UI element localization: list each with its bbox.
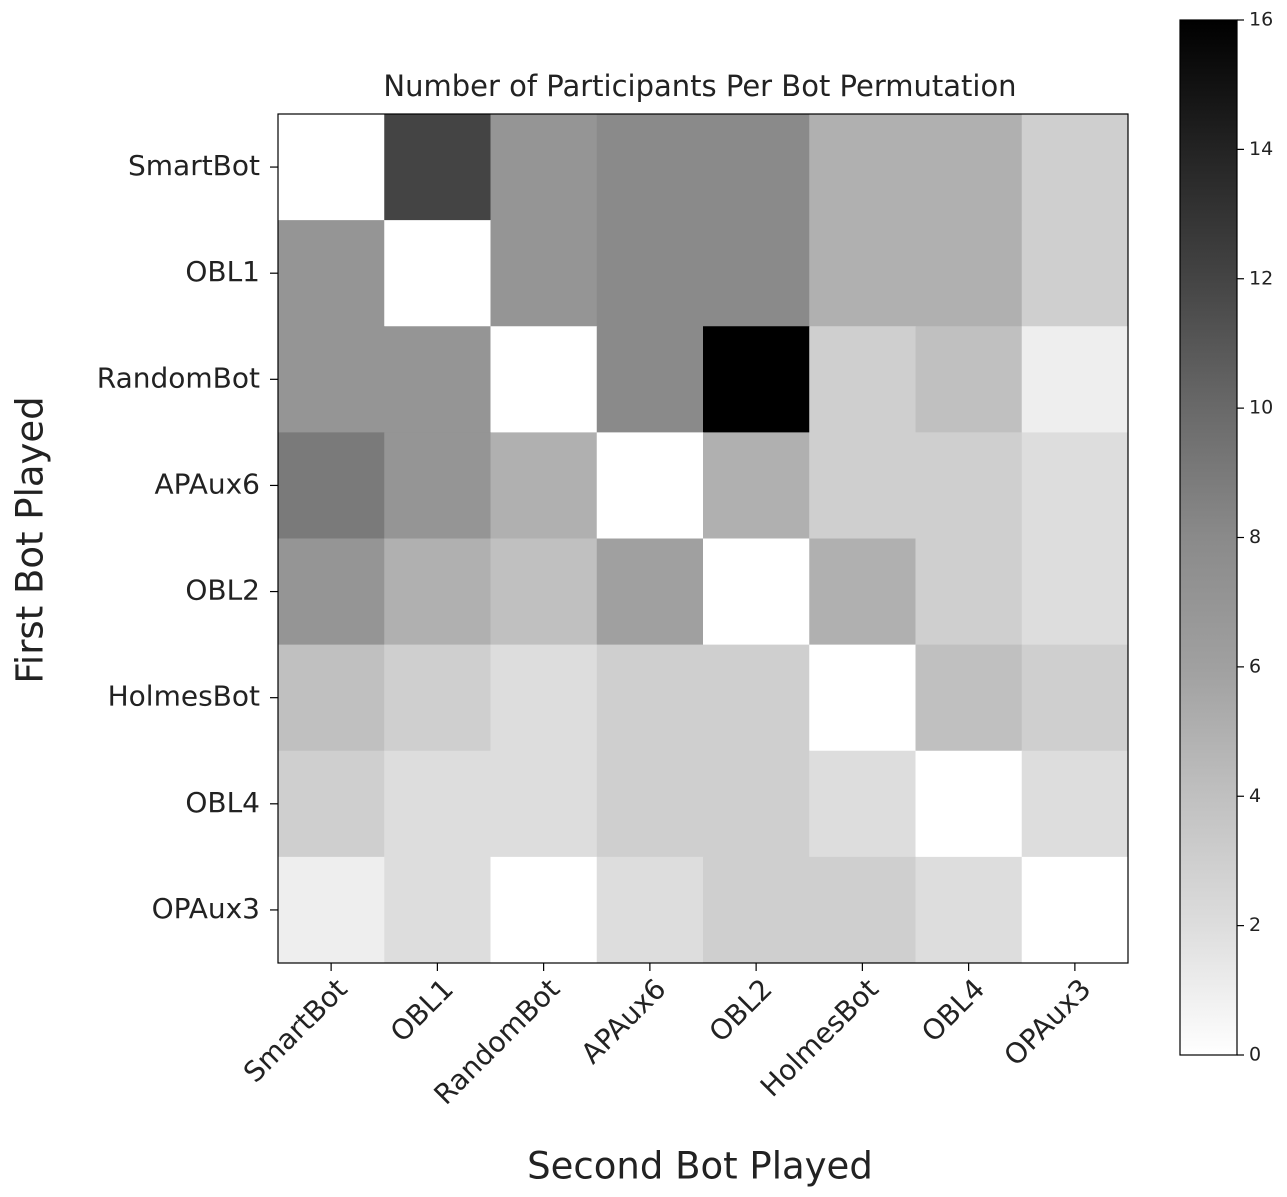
heatmap-cell [490,644,598,752]
heatmap-cell [703,538,810,646]
heatmap-cell [278,114,385,221]
colorbar-tick-label: 10 [1249,397,1273,419]
heatmap-cell [596,326,704,433]
colorbar-tick-label: 6 [1249,655,1261,677]
heatmap-cell [1021,856,1129,964]
heatmap-cell [384,432,491,539]
heatmap-cell [384,856,491,964]
heatmap-cell [596,750,704,858]
heatmap-cell [915,750,1023,858]
heatmap-cell [596,220,704,327]
heatmap-cell [278,750,385,858]
heatmap-cell [490,326,598,433]
heatmap-cell [490,114,598,221]
heatmap-cell [278,644,385,752]
heatmap-cell [809,538,916,646]
heatmap-cell [278,538,385,646]
y-tick-label: APAux6 [154,467,260,500]
x-tick-label: OBL2 [703,972,779,1048]
heatmap-cell [915,538,1023,646]
heatmap-cell [1021,326,1129,433]
colorbar [1179,19,1238,1056]
x-tick-label: OPAux3 [997,972,1097,1072]
heatmap-cell [384,114,491,221]
y-tick-label: OBL4 [185,786,260,819]
heatmap-cell [915,644,1023,752]
y-tick-label: OBL1 [185,255,260,288]
heatmap-cell [809,644,916,752]
heatmap-cell [915,114,1023,221]
heatmap-cell [915,432,1023,539]
heatmap-cell [596,432,704,539]
heatmap-cell [1021,750,1129,858]
heatmap-cell [809,220,916,327]
heatmap-cell [384,644,491,752]
heatmap-cell [384,220,491,327]
heatmap-cell [809,750,916,858]
colorbar-tick-label: 0 [1249,1044,1261,1066]
plot-frame [277,113,1129,964]
heatmap-cell [596,114,704,221]
heatmap-cell [278,326,385,433]
heatmap-cell [1021,220,1129,327]
y-axis-label: First Bot Played [9,396,52,683]
heatmap-cell [703,432,810,539]
y-tick-label: OPAux3 [152,892,260,925]
heatmap-cell [596,856,704,964]
heatmap-cell [809,856,916,964]
heatmap-cell [1021,114,1129,221]
colorbar-tick-label: 4 [1249,785,1261,807]
heatmap-cell [384,750,491,858]
heatmap-cell [384,326,491,433]
x-axis-label: Second Bot Played [527,1145,873,1188]
heatmap-cell [703,644,810,752]
x-tick-label: APAux6 [575,972,673,1070]
colorbar-tick-label: 12 [1249,267,1273,289]
x-tick-label: SmartBot [237,972,354,1089]
heatmap-cell [915,856,1023,964]
x-tick-label: OBL4 [915,972,991,1048]
y-tick-label: HolmesBot [108,680,260,713]
colorbar-tick-label: 8 [1249,526,1261,548]
heatmap-cell [703,750,810,858]
heatmap-cell [490,538,598,646]
heatmap-cell [809,326,916,433]
heatmap-cell [596,644,704,752]
heatmap-cell [703,856,810,964]
heatmap-cell [490,750,598,858]
heatmap-cell [1021,432,1129,539]
heatmap-cell [490,220,598,327]
colorbar-tick-label: 14 [1249,138,1273,160]
heatmap-cell [1021,538,1129,646]
heatmap-cell [278,856,385,964]
heatmap-cell [278,432,385,539]
heatmap-cell [703,326,810,433]
heatmap-cell [809,432,916,539]
heatmap-cell [596,538,704,646]
x-tick-label: OBL1 [384,972,460,1048]
colorbar-tick-label: 2 [1249,914,1261,936]
heatmap-cell [703,220,810,327]
heatmap-cell [384,538,491,646]
heatmap-cell [809,114,916,221]
y-tick-label: OBL2 [185,574,260,607]
heatmap-cell [915,220,1023,327]
heatmap-cell [278,220,385,327]
y-tick-label: RandomBot [97,361,260,394]
y-tick-label: SmartBot [128,149,260,182]
heatmap-cell [490,856,598,964]
heatmap-cell [490,432,598,539]
heatmap-cell [1021,644,1129,752]
heatmap-cell [915,326,1023,433]
colorbar-tick-label: 16 [1249,9,1273,31]
chart-title: Number of Participants Per Bot Permutati… [383,69,1016,103]
heatmap-cell [703,114,810,221]
